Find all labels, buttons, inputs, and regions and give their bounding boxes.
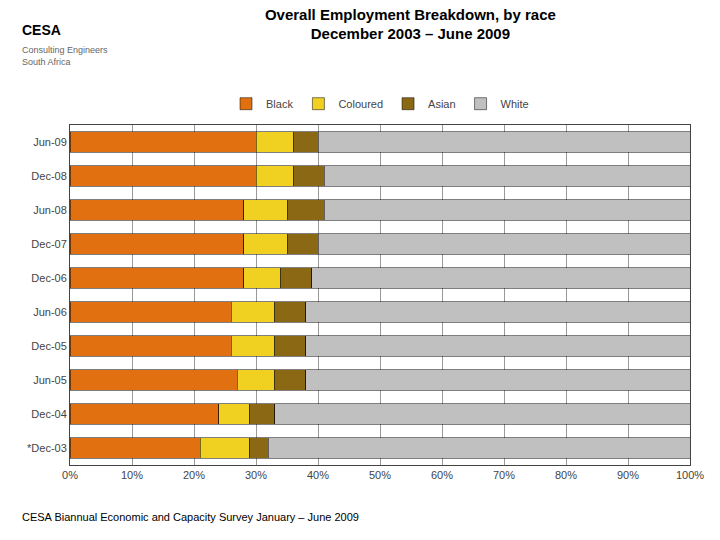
svg-text:Coloured: Coloured: [338, 98, 383, 110]
svg-text:20%: 20%: [183, 469, 205, 481]
svg-text:CESA Biannual Economic and Cap: CESA Biannual Economic and Capacity Surv…: [22, 511, 359, 523]
svg-text:100%: 100%: [676, 469, 704, 481]
svg-text:Black: Black: [266, 98, 293, 110]
svg-text:50%: 50%: [369, 469, 391, 481]
svg-text:60%: 60%: [431, 469, 453, 481]
svg-text:Jun-06: Jun-06: [33, 306, 67, 318]
svg-text:Jun-08: Jun-08: [33, 204, 67, 216]
svg-text:80%: 80%: [555, 469, 577, 481]
svg-text:Dec-04: Dec-04: [31, 408, 66, 420]
svg-text:10%: 10%: [121, 469, 143, 481]
svg-text:Jun-09: Jun-09: [33, 136, 67, 148]
svg-text:30%: 30%: [245, 469, 267, 481]
svg-text:Dec-06: Dec-06: [31, 272, 66, 284]
svg-text:70%: 70%: [493, 469, 515, 481]
svg-text:Consulting EngineersSouth Afri: Consulting EngineersSouth Africa: [22, 45, 108, 67]
svg-text:CESA: CESA: [22, 22, 61, 38]
svg-text:90%: 90%: [617, 469, 639, 481]
svg-text:Dec-07: Dec-07: [31, 238, 66, 250]
svg-text:Dec-05: Dec-05: [31, 340, 66, 352]
svg-text:*Dec-03: *Dec-03: [27, 442, 67, 454]
svg-text:White: White: [501, 98, 529, 110]
svg-text:0%: 0%: [62, 469, 78, 481]
svg-text:Overall Employment Breakdown,: Overall Employment Breakdown, by raceDec…: [265, 6, 556, 43]
svg-text:Jun-05: Jun-05: [33, 374, 67, 386]
svg-text:Asian: Asian: [428, 98, 456, 110]
svg-text:40%: 40%: [307, 469, 329, 481]
svg-text:Dec-08: Dec-08: [31, 170, 66, 182]
